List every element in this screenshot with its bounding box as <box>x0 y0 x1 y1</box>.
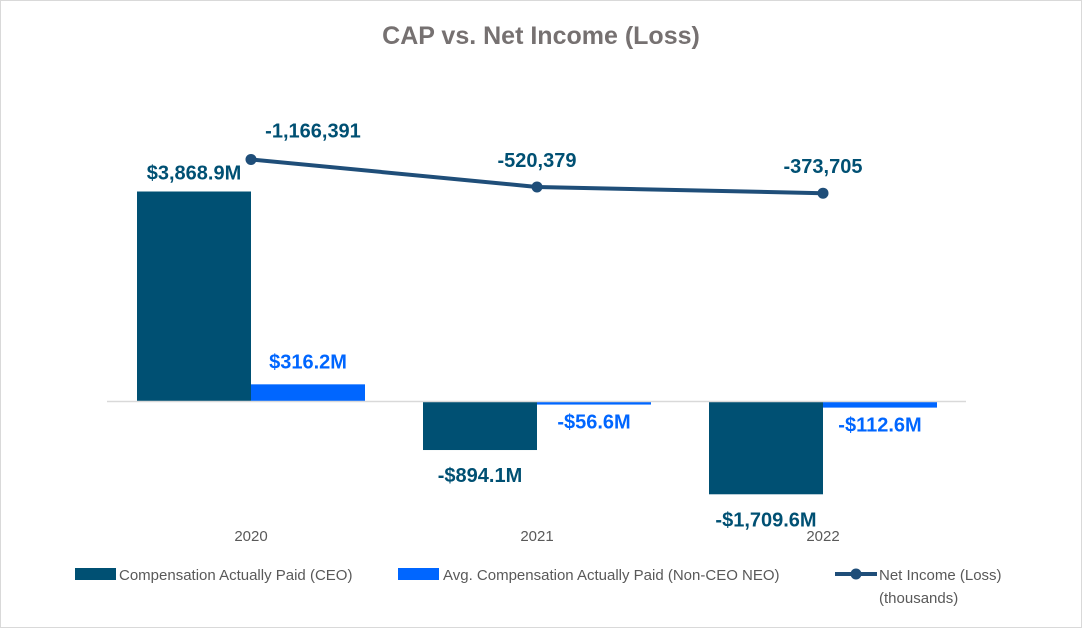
net-income-line-layer <box>245 153 829 199</box>
net-income-point-2021 <box>531 181 543 193</box>
bar-neo-2021 <box>537 401 651 405</box>
bar-neo-2020 <box>251 384 365 402</box>
net-income-point-2020 <box>245 153 257 165</box>
bar-neo-2022 <box>823 401 937 408</box>
legend-swatch-neo <box>398 568 439 580</box>
legend-label-net-income-line2: (thousands) <box>879 590 958 607</box>
data-label-ceo-2021: -$894.1M <box>438 465 523 487</box>
net-income-point-2022 <box>817 187 829 199</box>
legend-label-neo: Avg. Compensation Actually Paid (Non-CEO… <box>443 567 780 584</box>
legend-swatch-net-income-marker <box>850 568 862 580</box>
data-label-neo-2021: -$56.6M <box>557 412 630 434</box>
data-label-net-income-2021: -520,379 <box>498 150 577 172</box>
data-label-net-income-2020: -1,166,391 <box>265 120 361 142</box>
bar-ceo-2020 <box>137 191 251 402</box>
data-label-neo-2020: $316.2M <box>269 351 347 373</box>
x-tick-labels: 2020 2021 2022 <box>234 528 839 545</box>
bars-layer <box>137 191 937 495</box>
data-label-ceo-2022: -$1,709.6M <box>715 509 816 531</box>
bar-ceo-2022 <box>709 401 823 495</box>
data-label-net-income-2022: -373,705 <box>784 156 863 178</box>
bar-ceo-2021 <box>423 401 537 451</box>
legend-label-ceo: Compensation Actually Paid (CEO) <box>119 567 352 584</box>
legend: Compensation Actually Paid (CEO) Avg. Com… <box>75 567 1002 607</box>
legend-label-net-income-line1: Net Income (Loss) <box>879 567 1002 584</box>
data-label-neo-2022: -$112.6M <box>838 415 921 437</box>
legend-swatch-ceo <box>75 568 116 580</box>
x-tick-2020: 2020 <box>234 528 267 545</box>
data-label-ceo-2020: $3,868.9M <box>147 163 242 185</box>
x-tick-2021: 2021 <box>520 528 553 545</box>
chart-title: CAP vs. Net Income (Loss) <box>382 22 700 50</box>
data-labels-layer: $3,868.9M $316.2M -$894.1M -$56.6M -$1,709.6… <box>147 120 922 531</box>
x-tick-2022: 2022 <box>806 528 839 545</box>
